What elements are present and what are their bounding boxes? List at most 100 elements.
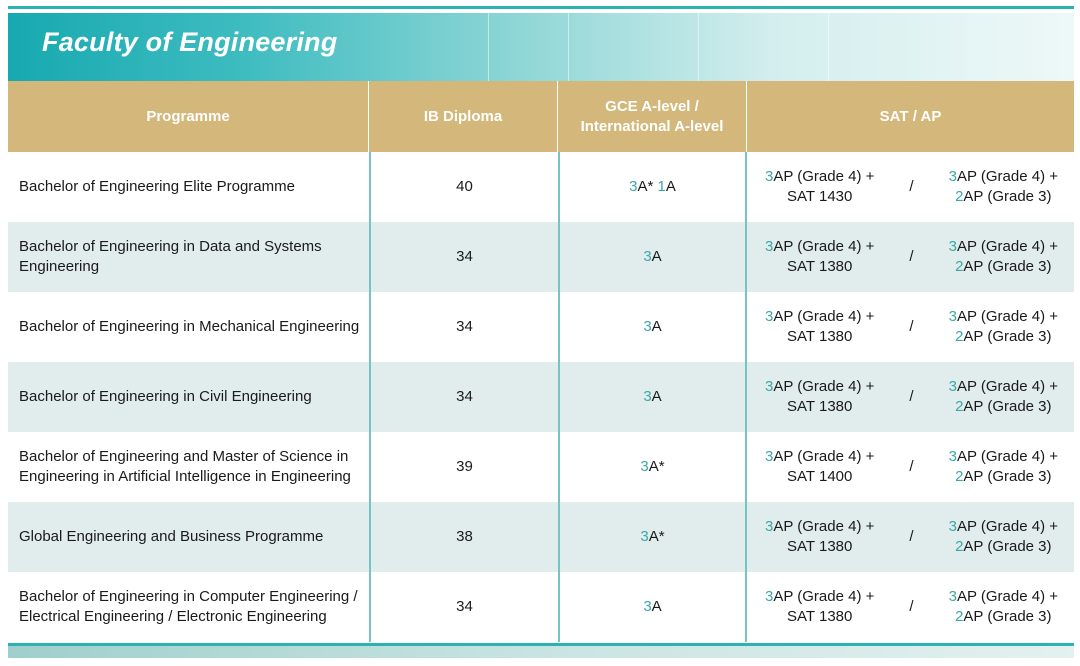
banner-decoration (488, 13, 489, 81)
gce-count-1: 3 (629, 178, 638, 195)
sat-a-ap-count: 3 (765, 448, 774, 465)
gce-grade-2: A (665, 178, 676, 195)
sat-a-ap-count: 3 (765, 518, 774, 535)
option-separator: / (909, 248, 914, 265)
gce-count-1: 3 (640, 528, 649, 545)
table-body: Bachelor of Engineering Elite Programme … (8, 152, 1074, 642)
gce-count-1: 3 (640, 458, 649, 475)
banner-decoration (568, 13, 569, 81)
sat-b-ap-count-2: 2 (955, 398, 964, 415)
page-title: Faculty of Engineering (42, 27, 338, 57)
sat-ap-cell: 3AP (Grade 4) + SAT 1380 / 3AP (Grade 4)… (747, 362, 1074, 432)
sat-b-ap-count-2: 2 (955, 188, 964, 205)
sat-option-a: 3AP (Grade 4) + SAT 1380 (765, 587, 874, 627)
option-separator: / (909, 388, 914, 405)
sat-a-ap-count: 3 (765, 238, 774, 255)
programme-name-line2: Engineering (19, 258, 100, 275)
gce-requirement-cell: 3A (558, 292, 747, 362)
programme-name-line1: Bachelor of Engineering in Mechanical En… (19, 318, 360, 335)
gce-requirement-cell: 3A (558, 572, 747, 642)
sat-option-b: 3AP (Grade 4) + 2AP (Grade 3) (949, 237, 1058, 277)
sat-option-a: 3AP (Grade 4) + SAT 1430 (765, 167, 874, 207)
sat-b-ap-count-1: 3 (948, 378, 957, 395)
programme-name-line2: Electrical Engineering / Electronic Engi… (19, 608, 327, 625)
table-row: Bachelor of Engineering and Master of Sc… (8, 432, 1074, 502)
column-header-programme: Programme (8, 81, 369, 152)
programme-name-line1: Bachelor of Engineering in Data and Syst… (19, 238, 322, 255)
ib-score-cell: 34 (369, 292, 558, 362)
sat-b-ap-count-1: 3 (948, 308, 957, 325)
gce-grade-1: A* (648, 528, 665, 545)
sat-ap-cell: 3AP (Grade 4) + SAT 1380 / 3AP (Grade 4)… (747, 502, 1074, 572)
sat-b-ap-count-1: 3 (948, 448, 957, 465)
sat-b-ap-count-2: 2 (955, 468, 964, 485)
column-header-gce-line1: GCE A-level / (605, 97, 699, 115)
sat-a-score: SAT 1380 (787, 258, 853, 275)
sat-a-ap-text: AP (Grade 4) + (773, 308, 875, 325)
programme-cell: Bachelor of Engineering in Computer Engi… (8, 572, 369, 642)
programme-name-line1: Bachelor of Engineering in Civil Enginee… (19, 388, 312, 405)
admission-table: Programme IB Diploma GCE A-level / Inter… (8, 81, 1074, 642)
gce-requirement-cell: 3A* (558, 502, 747, 572)
gce-grade-1: A (651, 318, 662, 335)
sat-b-ap-text-2: AP (Grade 3) (963, 538, 1052, 555)
programme-cell: Bachelor of Engineering in Data and Syst… (8, 222, 369, 292)
sat-b-ap-count-1: 3 (948, 518, 957, 535)
sat-a-ap-count: 3 (765, 378, 774, 395)
table-row: Global Engineering and Business Programm… (8, 502, 1074, 572)
programme-name-line1: Bachelor of Engineering and Master of Sc… (19, 448, 349, 465)
option-separator: / (909, 178, 914, 195)
sat-option-a: 3AP (Grade 4) + SAT 1380 (765, 377, 874, 417)
sat-a-ap-count: 3 (765, 308, 774, 325)
banner-decoration (698, 13, 699, 81)
gce-grade-1: A (651, 248, 662, 265)
gce-count-1: 3 (643, 388, 652, 405)
gce-grade-1: A (651, 598, 662, 615)
sat-b-ap-text-1: AP (Grade 4) + (956, 168, 1058, 185)
sat-a-ap-text: AP (Grade 4) + (773, 168, 875, 185)
sat-a-score: SAT 1380 (787, 328, 853, 345)
ib-score-cell: 34 (369, 572, 558, 642)
programme-cell: Global Engineering and Business Programm… (8, 502, 369, 572)
sat-b-ap-text-1: AP (Grade 4) + (956, 588, 1058, 605)
gce-requirement-cell: 3A* 1A (558, 152, 747, 222)
gce-grade-1: A* (648, 458, 665, 475)
programme-name-line2: Engineering in Artificial Intelligence i… (19, 468, 351, 485)
sat-b-ap-text-2: AP (Grade 3) (963, 258, 1052, 275)
sat-option-b: 3AP (Grade 4) + 2AP (Grade 3) (949, 517, 1058, 557)
option-separator: / (909, 528, 914, 545)
gce-count-2: 1 (657, 178, 666, 195)
sat-option-b: 3AP (Grade 4) + 2AP (Grade 3) (949, 377, 1058, 417)
sat-b-ap-count-2: 2 (955, 328, 964, 345)
gce-requirement-cell: 3A* (558, 432, 747, 502)
sat-b-ap-text-1: AP (Grade 4) + (956, 448, 1058, 465)
sat-option-a: 3AP (Grade 4) + SAT 1380 (765, 237, 874, 277)
faculty-banner: Faculty of Engineering (8, 13, 1074, 81)
sat-option-a: 3AP (Grade 4) + SAT 1400 (765, 447, 874, 487)
sat-ap-cell: 3AP (Grade 4) + SAT 1380 / 3AP (Grade 4)… (747, 572, 1074, 642)
option-separator: / (909, 458, 914, 475)
ib-score-cell: 39 (369, 432, 558, 502)
gce-count-1: 3 (643, 318, 652, 335)
gce-grade-1: A* (637, 178, 658, 195)
ib-score-cell: 40 (369, 152, 558, 222)
sat-a-score: SAT 1380 (787, 398, 853, 415)
ib-score-cell: 34 (369, 222, 558, 292)
sat-b-ap-text-1: AP (Grade 4) + (956, 378, 1058, 395)
sat-ap-cell: 3AP (Grade 4) + SAT 1380 / 3AP (Grade 4)… (747, 292, 1074, 362)
sat-a-ap-count: 3 (765, 588, 774, 605)
gce-requirement-cell: 3A (558, 362, 747, 432)
sat-b-ap-text-2: AP (Grade 3) (963, 468, 1052, 485)
sat-a-score: SAT 1380 (787, 538, 853, 555)
column-header-ib: IB Diploma (369, 81, 558, 152)
column-header-gce-line2: International A-level (580, 117, 724, 135)
table-header: Programme IB Diploma GCE A-level / Inter… (8, 81, 1074, 152)
sat-option-b: 3AP (Grade 4) + 2AP (Grade 3) (949, 167, 1058, 207)
bottom-bar (8, 643, 1074, 658)
sat-b-ap-text-2: AP (Grade 3) (963, 328, 1052, 345)
sat-a-ap-text: AP (Grade 4) + (773, 448, 875, 465)
column-header-sat: SAT / AP (879, 107, 942, 125)
sat-b-ap-text-2: AP (Grade 3) (963, 188, 1052, 205)
sat-a-score: SAT 1380 (787, 608, 853, 625)
sat-b-ap-text-1: AP (Grade 4) + (956, 238, 1058, 255)
